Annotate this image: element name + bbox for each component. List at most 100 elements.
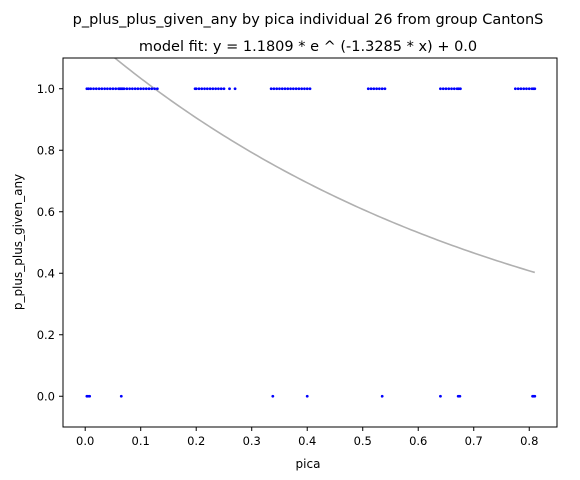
data-point [289, 87, 292, 91]
data-point [136, 87, 140, 91]
y-tick-label: 0.6 [37, 205, 55, 219]
data-point [217, 87, 220, 91]
chart-title: p_plus_plus_given_any by pica individual… [73, 12, 544, 28]
data-point [303, 87, 306, 91]
x-tick-label: 0.1 [132, 434, 150, 448]
x-tick-label: 0.4 [298, 434, 316, 448]
data-point [458, 394, 462, 398]
data-point [533, 87, 537, 91]
data-point [108, 87, 112, 91]
data-point [300, 87, 304, 91]
data-point [271, 394, 275, 398]
data-point [269, 87, 273, 91]
data-point [380, 87, 384, 91]
x-tick-label: 0.3 [243, 434, 261, 448]
data-point [155, 87, 159, 91]
data-point [89, 87, 93, 91]
data-point [519, 87, 523, 91]
data-point [119, 394, 123, 398]
data-point [305, 394, 309, 398]
fit-line [113, 58, 536, 274]
data-point [208, 87, 212, 91]
data-point [377, 87, 381, 91]
data-point [533, 394, 537, 398]
data-point [94, 87, 98, 91]
y-tick-label: 0.8 [37, 143, 55, 157]
data-point [527, 87, 531, 91]
data-point [459, 87, 462, 91]
data-point [130, 87, 134, 91]
data-point [516, 87, 520, 91]
x-axis: 0.0 0.1 0.2 0.3 0.4 0.5 0.6 0.7 0.8 [76, 427, 538, 448]
data-point [200, 87, 204, 91]
data-point [214, 87, 218, 91]
data-point [280, 87, 284, 91]
data-point [144, 87, 148, 91]
chart-subtitle: model fit: y = 1.1809 * e ^ (-1.3285 * x… [139, 39, 477, 55]
data-point [153, 87, 156, 91]
x-tick-label: 0.8 [520, 434, 538, 448]
data-point [372, 87, 376, 91]
data-point [275, 87, 279, 91]
data-point [447, 87, 451, 91]
x-tick-label: 0.0 [76, 434, 94, 448]
data-point [122, 87, 126, 91]
data-point [111, 87, 115, 91]
data-point [133, 87, 137, 91]
x-tick-label: 0.6 [409, 434, 427, 448]
data-point [291, 87, 295, 91]
data-point [450, 87, 453, 91]
data-point [522, 87, 526, 91]
plot-area [85, 58, 537, 398]
data-point [297, 87, 301, 91]
x-tick-label: 0.7 [465, 434, 483, 448]
data-point [100, 87, 104, 91]
axes-frame [62, 57, 558, 428]
data-point [439, 87, 442, 91]
data-point [139, 87, 143, 91]
data-point [150, 87, 154, 91]
y-axis: 0.0 0.2 0.4 0.6 0.8 1.0 [37, 82, 63, 403]
data-point [114, 87, 118, 91]
data-point [441, 87, 445, 91]
data-point [203, 87, 206, 91]
data-point [283, 87, 287, 91]
data-point [125, 87, 129, 91]
data-point [366, 87, 370, 91]
data-point [142, 87, 145, 91]
data-point [383, 87, 387, 91]
data-point [147, 87, 151, 91]
y-axis-label: p_plus_plus_given_any [11, 174, 25, 310]
data-point [272, 87, 276, 91]
x-tick-label: 0.2 [187, 434, 205, 448]
y-tick-label: 0.0 [37, 389, 55, 403]
data-point [444, 87, 448, 91]
data-point [103, 87, 107, 91]
data-point [92, 87, 95, 91]
data-point [525, 87, 528, 91]
data-point [233, 87, 237, 91]
data-point [97, 87, 101, 91]
data-point [308, 87, 312, 91]
data-point [228, 87, 231, 91]
data-point [205, 87, 209, 91]
y-tick-label: 0.2 [37, 328, 55, 342]
data-point [439, 394, 442, 398]
data-point [513, 87, 517, 91]
data-point [87, 87, 90, 91]
y-tick-label: 0.4 [37, 266, 55, 280]
data-point [128, 87, 132, 91]
x-axis-label: pica [296, 457, 321, 471]
data-point [305, 87, 309, 91]
data-point [219, 87, 223, 91]
data-point [380, 394, 384, 398]
data-point [294, 87, 298, 91]
data-point [88, 394, 92, 398]
data-point [211, 87, 215, 91]
data-point [278, 87, 281, 91]
data-point [194, 87, 198, 91]
y-tick-label: 1.0 [37, 82, 55, 96]
data-point [369, 87, 373, 91]
data-point [286, 87, 290, 91]
